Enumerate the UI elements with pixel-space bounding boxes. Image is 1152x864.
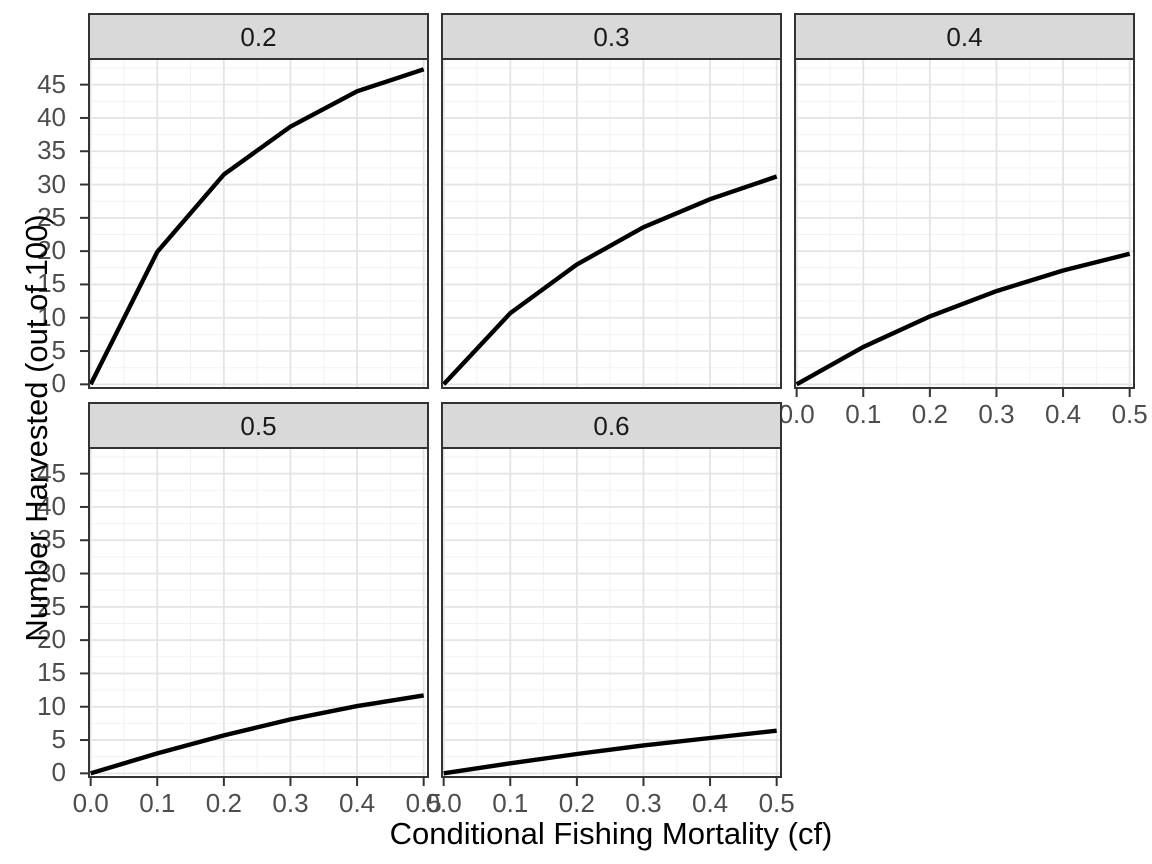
plot-area-svg <box>441 447 782 786</box>
y-tick-label: 45 <box>37 457 66 488</box>
y-tick-label: 15 <box>37 268 66 299</box>
harvest-curve <box>443 728 777 776</box>
panel-border <box>88 58 429 389</box>
facet-strip: 0.2 <box>88 13 429 60</box>
y-tick-label: 0 <box>51 368 66 399</box>
y-tick-label: 40 <box>37 490 66 521</box>
y-tick-label: 30 <box>37 557 66 588</box>
facet-strip-label: 0.5 <box>240 411 277 441</box>
plot-area-svg <box>441 58 782 389</box>
y-tick-label: 0 <box>51 757 66 788</box>
x-axis-title: Conditional Fishing Mortality (cf) <box>389 816 833 851</box>
facet-strip: 0.6 <box>441 402 782 449</box>
facet-strip: 0.3 <box>441 13 782 60</box>
x-tick-label: 0.3 <box>625 788 662 818</box>
y-tick-label: 5 <box>51 724 66 755</box>
y-tick-label: 30 <box>37 168 66 199</box>
x-tick-label: 0.5 <box>1111 399 1148 429</box>
facet-strip-label: 0.6 <box>593 411 630 441</box>
y-tick-label: 35 <box>37 524 66 555</box>
facet-strip: 0.5 <box>88 402 429 449</box>
y-tick-label: 25 <box>37 201 66 232</box>
x-tick-label: 0.5 <box>758 788 795 818</box>
x-tick-label: 0.1 <box>139 788 176 818</box>
y-tick-label: 20 <box>37 235 66 266</box>
x-tick-label: 0.0 <box>72 788 109 818</box>
facet-strip-label: 0.2 <box>240 22 277 52</box>
x-tick-label: 0.2 <box>205 788 242 818</box>
x-tick-label: 0.4 <box>1044 399 1082 429</box>
y-tick-label: 15 <box>37 657 66 688</box>
panel-border <box>794 58 1135 389</box>
plot-area-svg <box>794 58 1135 397</box>
panel-border <box>441 447 782 778</box>
harvest-curve <box>795 251 1131 387</box>
plot-area-svg <box>80 447 429 786</box>
x-tick-label: 0.3 <box>272 788 309 818</box>
x-tick-label: 0.0 <box>778 399 815 429</box>
panel-border <box>441 58 782 389</box>
harvest-curve <box>442 174 778 386</box>
x-tick-label: 0.2 <box>558 788 595 818</box>
facet-strip: 0.4 <box>794 13 1135 60</box>
y-tick-label: 40 <box>37 101 66 132</box>
facet-strip-label: 0.3 <box>593 22 630 52</box>
y-axis-title: Number Harvested (out of 100) <box>19 214 54 642</box>
x-tick-label: 0.3 <box>978 399 1015 429</box>
harvest-curve <box>88 67 425 386</box>
y-tick-label: 35 <box>37 135 66 166</box>
x-tick-label: 0.2 <box>911 399 948 429</box>
x-tick-label: 0.5 <box>405 788 442 818</box>
plot-area-svg <box>80 58 429 389</box>
x-tick-label: 0.1 <box>492 788 529 818</box>
x-tick-label: 0.4 <box>338 788 376 818</box>
harvest-curve <box>90 693 425 776</box>
y-tick-label: 20 <box>37 624 66 655</box>
y-tick-label: 10 <box>37 301 66 332</box>
facet-strip-label: 0.4 <box>946 22 983 52</box>
y-tick-label: 45 <box>37 68 66 99</box>
x-tick-label: 0.1 <box>845 399 882 429</box>
y-tick-label: 10 <box>37 690 66 721</box>
x-tick-label: 0.4 <box>691 788 729 818</box>
y-tick-label: 25 <box>37 590 66 621</box>
y-tick-label: 5 <box>51 335 66 366</box>
x-tick-label: 0.0 <box>425 788 462 818</box>
panel-border <box>88 447 429 778</box>
